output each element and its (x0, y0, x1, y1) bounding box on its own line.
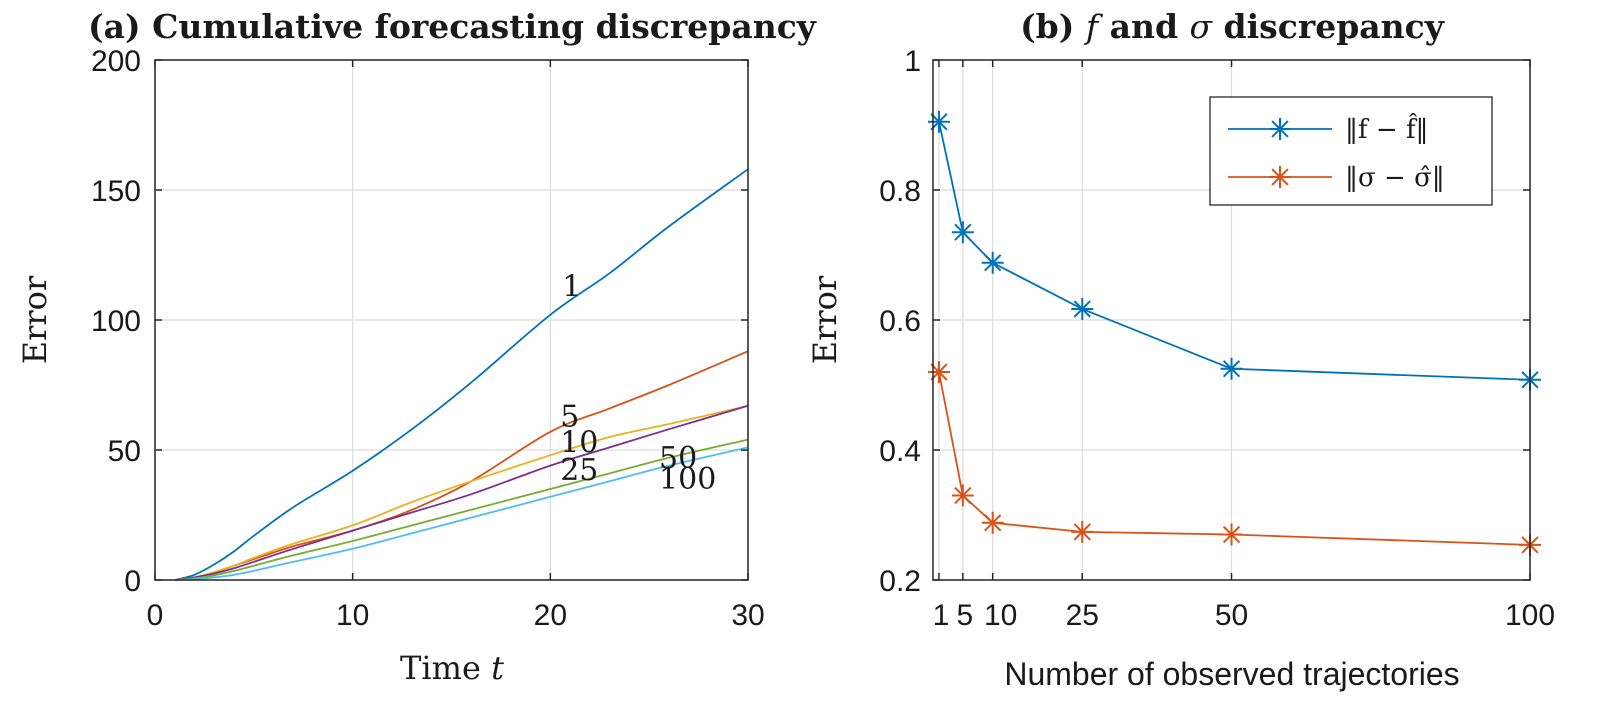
panel-a-chart: (a) Cumulative forecasting discrepancy 1… (16, 7, 817, 687)
panel-b-title-and: and (1098, 7, 1189, 46)
panel-b-legend-marker-1 (1269, 166, 1291, 188)
panel-a-curve-label-10: 10 (560, 426, 598, 461)
panel-b-marker-0-1 (951, 221, 974, 244)
panel-a-curve-label-25: 25 (560, 453, 598, 488)
panel-a-x-tick-label: 30 (731, 599, 764, 632)
panel-b-x-tick-label: 25 (1066, 599, 1099, 632)
panel-b-legend-label-1: ‖σ − σ̂‖ (1345, 163, 1445, 193)
panel-a-y-axis-label: Error (16, 275, 54, 364)
panel-a-y-tick-label: 0 (124, 565, 141, 598)
panel-b-series-line-0 (938, 121, 1531, 381)
panel-b-series-line-1 (938, 371, 1531, 546)
panel-a-x-axis-variable: t (491, 649, 504, 687)
panel-a-grid (154, 59, 749, 581)
panel-b-y-axis-label: Error (806, 275, 844, 364)
panel-a-x-axis-label-text: Time (400, 649, 481, 687)
panel-a-y-tick-label: 50 (108, 435, 141, 468)
panel-b-marker-1-4 (1220, 523, 1243, 546)
panel-b-marker-0-0 (927, 110, 950, 133)
panel-a-series-line-10 (174, 404, 749, 581)
panel-a-y-tick-label: 150 (91, 175, 141, 208)
panel-b-marker-0-4 (1220, 357, 1243, 380)
panel-b-y-tick-label: 0.2 (879, 565, 921, 598)
panel-a-series-line-25 (174, 404, 749, 581)
panel-a-curve-label-1: 1 (562, 270, 581, 305)
panel-a-curve-label-50: 50 (659, 441, 697, 476)
panel-b-marker-1-0 (927, 361, 950, 383)
panel-b-marker-1-1 (951, 484, 974, 507)
panel-b-chart: (b) f and σ discrepancy 1 5 10 25 50 1000.20.… (806, 7, 1555, 692)
panel-b-legend: ‖f − f̂‖ ‖σ − σ̂‖ (1209, 96, 1493, 206)
panel-a-curve-label-5: 5 (560, 400, 579, 435)
panel-a-x-tick-label: 0 (147, 599, 164, 632)
panel-b-x-tick-label: 1 (933, 599, 950, 632)
panel-b-y-tick-label: 0.8 (879, 175, 921, 208)
panel-b-marker-1-3 (1071, 520, 1094, 543)
panel-b-marker-0-3 (1071, 297, 1094, 320)
panel-b-legend-marker-0 (1269, 118, 1291, 140)
panel-a-series (174, 168, 749, 581)
panel-b-title-suffix: discrepancy (1212, 7, 1445, 46)
panel-a-series-line-100 (174, 446, 749, 581)
panel-b-x-tick-label: 50 (1215, 599, 1248, 632)
panel-b-marker-1-2 (981, 511, 1004, 534)
panel-b-title-prefix: (b) (1020, 7, 1086, 46)
panel-a-series-line-50 (174, 438, 749, 581)
panel-b-marker-0-2 (981, 251, 1004, 274)
panel-a-curve-label-100: 100 (659, 462, 716, 497)
panel-b-title: (b) f and σ discrepancy (1020, 7, 1445, 46)
panel-a-y-tick-label: 100 (91, 305, 141, 338)
panel-a-x-tick-label: 10 (336, 599, 369, 632)
panel-a-title: (a) Cumulative forecasting discrepancy (88, 7, 817, 46)
panel-b-x-tick-label: 10 (984, 599, 1017, 632)
panel-b-x-axis-label: Number of observed trajectories (1004, 656, 1459, 692)
panel-b-y-tick-label: 0.4 (879, 435, 921, 468)
panel-b-y-tick-label: 1 (904, 45, 921, 78)
panel-a-x-tick-label: 20 (534, 599, 567, 632)
panel-b-legend-label-0: ‖f − f̂‖ (1345, 113, 1429, 145)
panel-b-title-sigma: σ (1190, 7, 1214, 46)
panel-b-legend-box (1209, 96, 1493, 206)
panel-a-series-line-1 (174, 168, 749, 581)
panel-a-x-axis-label: Time t (400, 649, 504, 687)
panel-b-y-tick-label: 0.6 (879, 305, 921, 338)
panel-b-x-tick-label: 5 (957, 599, 974, 632)
panel-a-y-tick-label: 200 (91, 45, 141, 78)
panel-b-x-tick-label: 100 (1505, 599, 1555, 632)
